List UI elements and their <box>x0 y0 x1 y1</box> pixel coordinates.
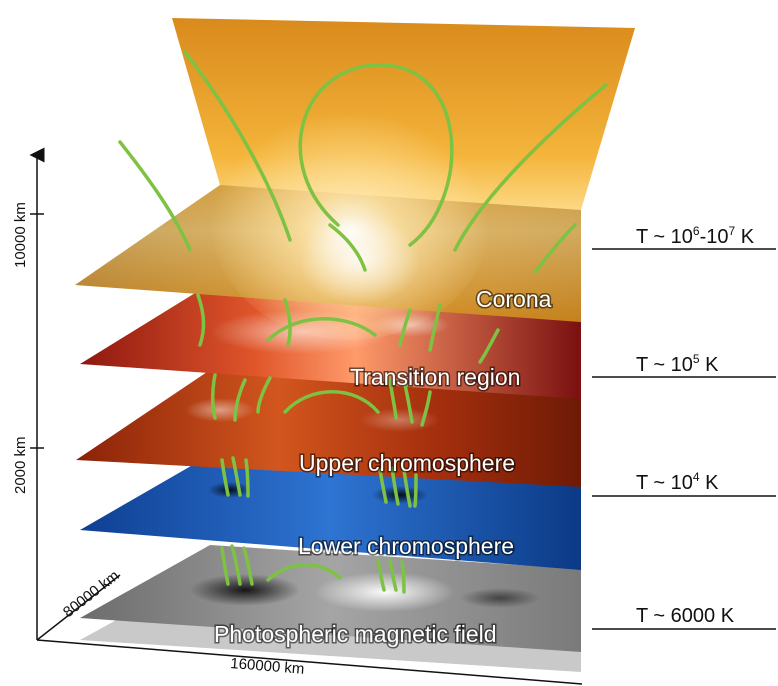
field-line <box>328 223 367 272</box>
field-line <box>453 83 608 252</box>
temperature-transition-region: T ~ 105 K <box>636 352 719 376</box>
field-line <box>230 544 242 586</box>
field-line <box>478 328 500 364</box>
field-line <box>398 308 412 347</box>
field-line <box>402 468 412 508</box>
field-line <box>256 376 272 414</box>
height-label-lower: 2000 km <box>12 436 29 494</box>
field-line <box>420 390 432 427</box>
width-axis <box>36 639 583 685</box>
upper-chromosphere-layer <box>76 370 581 487</box>
field-line <box>220 546 230 586</box>
field-line <box>242 546 254 586</box>
layer-label-corona: Corona <box>476 286 552 312</box>
field-line <box>390 466 400 506</box>
field-line <box>118 140 192 252</box>
temperature-markers: T ~ 106-107 K T ~ 105 K T ~ 104 K T ~ 60… <box>592 224 776 630</box>
width-label: 160000 km <box>230 655 305 678</box>
field-line <box>403 383 414 424</box>
field-line <box>196 293 206 347</box>
temperature-chromosphere: T ~ 104 K <box>636 470 719 494</box>
field-line <box>211 373 217 420</box>
layer-label-upper-chromosphere: Upper chromosphere <box>299 450 515 476</box>
field-line <box>283 390 380 414</box>
temperature-corona: T ~ 106-107 K <box>636 224 755 248</box>
layer-label-photospheric-magnetic-field: Photospheric magnetic field <box>214 621 497 647</box>
field-line <box>283 298 292 347</box>
field-line <box>266 563 342 582</box>
field-line <box>233 378 247 422</box>
field-line <box>231 456 242 497</box>
field-line <box>413 473 418 508</box>
depth-axis <box>36 574 121 641</box>
magnetic-field-lines <box>118 50 608 594</box>
field-line <box>533 223 577 274</box>
field-line <box>266 317 377 342</box>
field-line <box>388 378 398 420</box>
photosphere-layer <box>80 545 581 652</box>
layer-label-lower-chromosphere: Lower chromosphere <box>298 533 514 559</box>
axes: 10000 km 2000 km 80000 km 160000 km <box>12 147 583 685</box>
field-line <box>183 50 292 242</box>
field-line <box>428 303 442 352</box>
field-line <box>220 458 230 497</box>
field-line <box>244 458 250 498</box>
field-line <box>388 558 398 592</box>
layer-label-transition-region: Transition region <box>350 364 520 390</box>
field-line <box>298 63 454 247</box>
temperature-photosphere: T ~ 6000 K <box>636 605 735 627</box>
height-label-upper: 10000 km <box>12 202 29 268</box>
field-line <box>400 560 406 594</box>
field-line <box>376 558 386 592</box>
field-line <box>378 468 388 504</box>
